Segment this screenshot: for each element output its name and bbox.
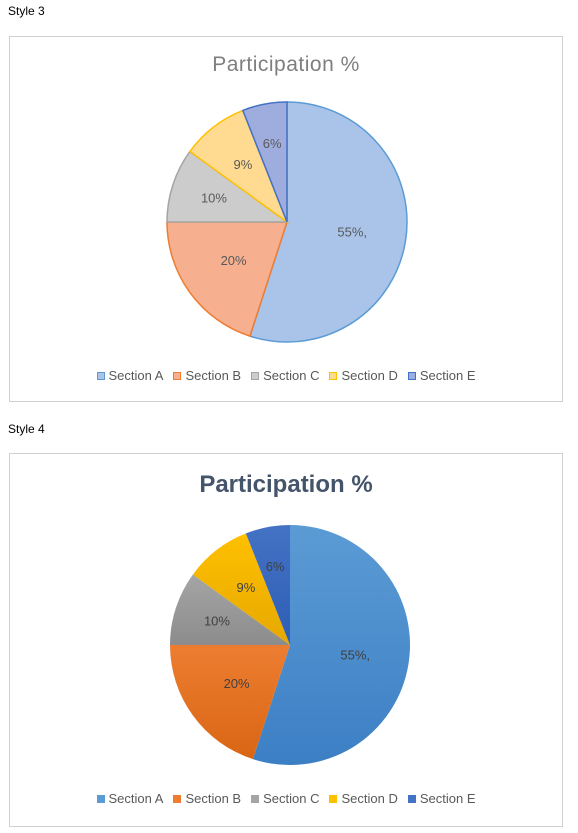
data-label-section-c: 10% [204, 613, 230, 628]
pie-slice-section-a [248, 101, 408, 343]
legend-swatch [173, 371, 182, 380]
legend-label: Section A [108, 368, 164, 383]
style-3-label: Style 3 [8, 4, 45, 18]
style-4-label: Style 4 [8, 422, 45, 436]
legend-swatch [407, 794, 416, 803]
legend-swatch [96, 371, 105, 380]
legend-item-section-c: Section C [251, 791, 319, 806]
legend-label: Section C [263, 791, 320, 806]
legend-swatch [96, 794, 105, 803]
legend: Section A Section B Section C Section D … [10, 791, 562, 806]
legend-swatch [329, 371, 338, 380]
pie-slice-section-b [170, 645, 290, 760]
data-label-section-a: 55%, [340, 647, 370, 662]
legend-item-section-b: Section B [173, 368, 241, 383]
legend-label: Section B [185, 368, 242, 383]
pie-slice-section-e [245, 525, 290, 645]
pie-slice-section-c [170, 574, 290, 645]
legend-label: Section D [341, 368, 398, 383]
legend: Section A Section B Section C Section D … [10, 368, 562, 383]
data-label-section-e: 6% [266, 559, 285, 574]
pie-chart: 55%, 20% 10% 9% 6% [170, 525, 411, 765]
data-label-section-d: 9% [233, 157, 252, 172]
legend-label: Section E [419, 368, 476, 383]
data-label-section-c: 10% [201, 190, 227, 205]
pie-slice-section-c [166, 150, 290, 223]
pie-slice-section-d [192, 533, 290, 645]
legend-swatch [407, 371, 416, 380]
legend-item-section-b: Section B [173, 791, 241, 806]
pie-slice-section-b [166, 221, 289, 338]
chart-title: Participation % [212, 53, 360, 76]
legend-swatch [251, 794, 260, 803]
legend-item-section-c: Section C [251, 368, 319, 383]
legend-label: Section B [185, 791, 242, 806]
legend-item-section-d: Section D [329, 791, 398, 806]
data-label-section-b: 20% [224, 676, 250, 691]
pie-slice-section-a [252, 525, 411, 765]
data-label-section-b: 20% [221, 253, 247, 268]
legend-swatch [251, 371, 260, 380]
data-label-section-d: 9% [236, 580, 255, 595]
legend-label: Section E [419, 791, 476, 806]
data-label-section-a: 55%, [337, 224, 367, 239]
chart-style-3: Participation % 55%, 20% 10% 9% 6% Section A… [9, 36, 563, 402]
pie-slice-section-e [241, 101, 288, 223]
data-label-section-e: 6% [263, 136, 282, 151]
legend-label: Section D [341, 791, 398, 806]
legend-item-section-e: Section E [407, 791, 476, 806]
legend-item-section-a: Section A [96, 368, 164, 383]
legend-item-section-e: Section E [407, 368, 476, 383]
legend-label: Section A [108, 791, 164, 806]
chart-style-4: Participation % 55%, 20% 10% 9% 6% Section A… [9, 453, 563, 827]
legend-swatch [173, 794, 182, 803]
legend-swatch [329, 794, 338, 803]
legend-item-section-a: Section A [96, 791, 164, 806]
legend-label: Section C [263, 368, 320, 383]
chart-title: Participation % [199, 471, 373, 498]
pie-chart: 55%, 20% 10% 9% 6% [166, 101, 408, 343]
legend-item-section-d: Section D [329, 368, 398, 383]
